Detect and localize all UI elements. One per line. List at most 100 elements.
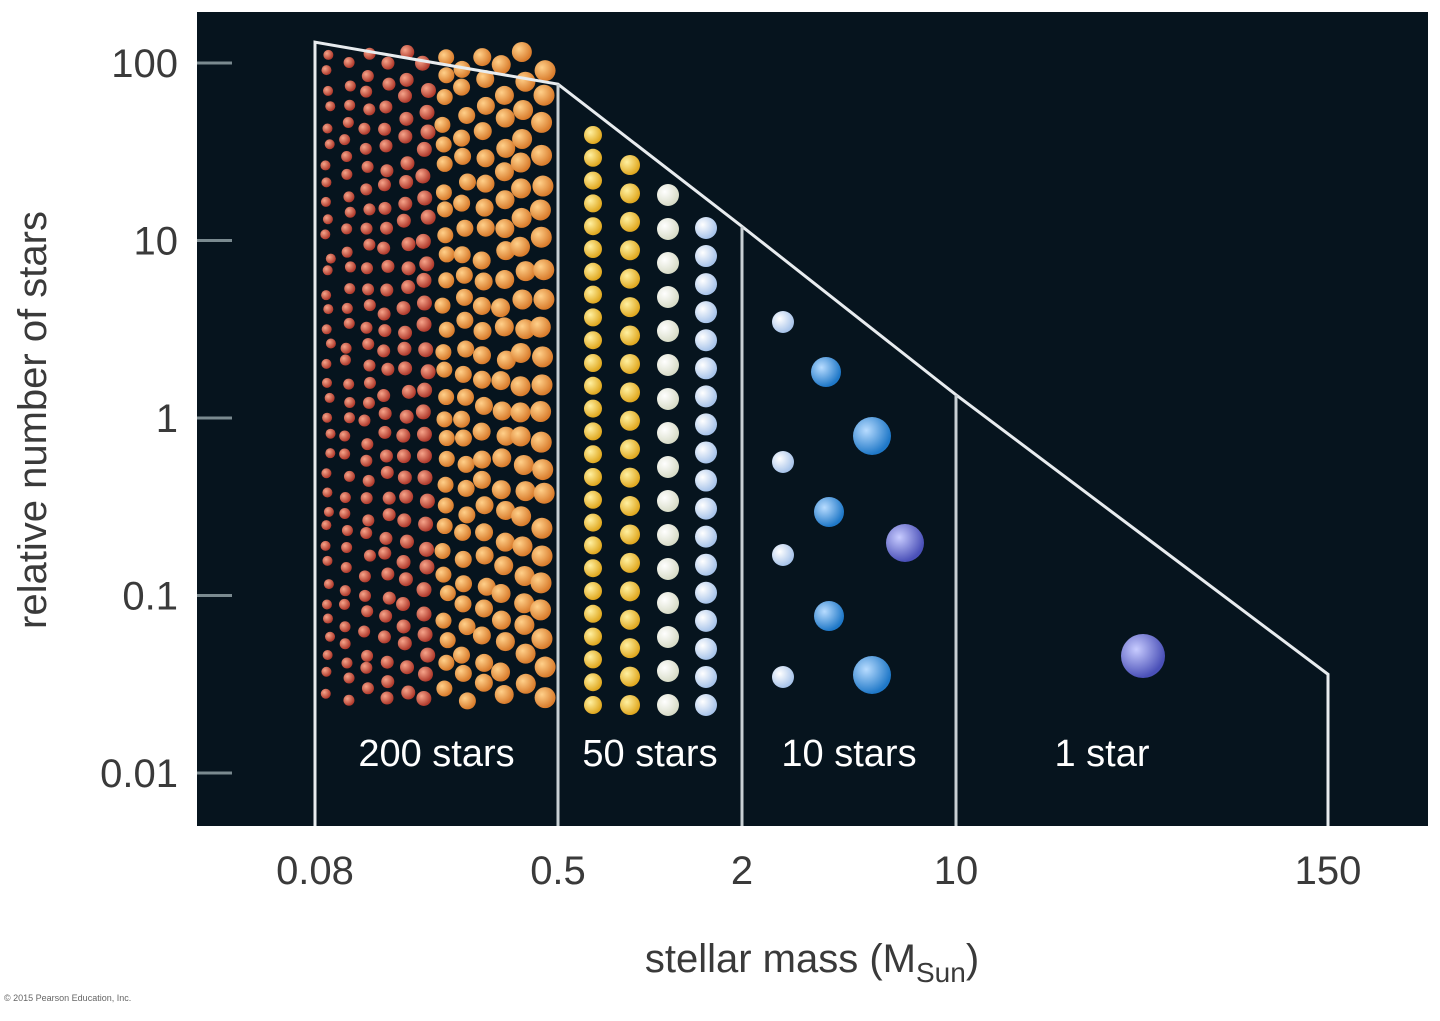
star-dot — [657, 490, 679, 512]
star-dot — [344, 261, 356, 273]
star-dot — [382, 77, 396, 91]
star-dot — [377, 389, 391, 403]
star-dot — [321, 358, 332, 369]
star-dot — [360, 527, 373, 540]
star-dot — [322, 214, 333, 225]
star-dot — [695, 665, 717, 688]
star-dot — [341, 223, 353, 235]
star-dot — [344, 396, 356, 408]
star-dot — [339, 430, 351, 442]
star-dot — [584, 627, 602, 646]
star-dot — [322, 555, 333, 566]
star-dot — [853, 417, 891, 455]
star-dot — [494, 162, 514, 182]
star-dot — [341, 302, 353, 314]
star-dot — [531, 374, 553, 396]
star-dot — [438, 272, 455, 289]
star-dot — [657, 558, 679, 580]
star-dot — [853, 656, 891, 694]
star-dot — [325, 253, 336, 264]
star-dot — [379, 609, 393, 623]
star-dot — [533, 259, 555, 281]
star-dot — [363, 549, 376, 562]
star-dot — [695, 245, 717, 268]
star-dot — [454, 595, 472, 613]
bin-label: 10 stars — [781, 733, 916, 775]
star-dot — [343, 470, 355, 482]
star-dot — [398, 88, 413, 103]
star-dot — [494, 556, 514, 576]
star-dot — [473, 450, 492, 469]
star-dot — [513, 100, 534, 121]
star-dot — [325, 428, 336, 439]
star-dot — [511, 178, 532, 199]
star-dot — [584, 285, 602, 304]
star-dot — [532, 175, 554, 197]
star-dot — [360, 492, 373, 505]
star-dot — [396, 619, 411, 634]
star-dot — [438, 321, 455, 338]
star-dot — [772, 311, 794, 333]
star-dot — [620, 240, 640, 261]
star-dot — [401, 237, 416, 252]
star-dot — [401, 261, 416, 276]
star-dot — [534, 687, 556, 709]
star-dot — [695, 329, 717, 352]
star-dot — [358, 122, 371, 135]
star-dot — [533, 84, 555, 106]
x-tick-label: 0.08 — [276, 849, 354, 893]
star-dot — [400, 660, 415, 675]
star-dot — [620, 353, 640, 374]
star-dot — [492, 448, 512, 468]
star-dot — [657, 354, 679, 376]
star-dot — [397, 470, 412, 485]
star-dot — [532, 459, 554, 481]
star-dot — [475, 198, 494, 217]
star-dot — [510, 426, 531, 447]
star-dot — [360, 222, 373, 235]
star-dot — [453, 78, 471, 96]
star-dot — [323, 579, 334, 590]
star-dot — [620, 666, 640, 687]
star-dot — [321, 666, 332, 677]
star-dot — [620, 496, 640, 517]
star-dot — [657, 320, 679, 342]
y-tick-label: 10 — [134, 220, 179, 264]
star-dot — [401, 685, 416, 700]
star-dot — [472, 626, 491, 645]
star-dot — [399, 409, 414, 424]
star-dot — [453, 129, 471, 147]
star-dot — [533, 288, 555, 310]
star-dot — [339, 448, 351, 460]
star-dot — [584, 673, 602, 692]
star-dot — [398, 325, 413, 340]
star-dot — [438, 450, 455, 467]
star-dot — [361, 70, 374, 83]
star-dot — [436, 361, 453, 378]
star-dot — [495, 532, 515, 552]
star-dot — [584, 240, 602, 258]
star-dot — [510, 342, 531, 363]
star-dot — [323, 49, 334, 60]
star-dot — [399, 72, 414, 87]
star-dot — [380, 691, 394, 705]
star-dot — [511, 41, 532, 62]
x-tick-label: 0.5 — [530, 849, 586, 893]
star-dot — [339, 507, 351, 519]
star-dot — [495, 190, 515, 210]
star-dot — [496, 138, 516, 158]
star-dot — [494, 85, 514, 105]
star-dot — [339, 492, 351, 504]
star-dot — [438, 654, 455, 671]
star-dot — [529, 316, 551, 338]
star-dot — [378, 546, 392, 560]
star-dot — [379, 100, 393, 114]
star-dot — [381, 567, 395, 581]
y-axis-label: relative number of stars — [11, 211, 55, 629]
star-dot — [496, 350, 516, 370]
star-dot — [530, 226, 552, 248]
star-dot — [341, 541, 353, 553]
star-dot — [772, 666, 794, 688]
star-dot — [657, 660, 679, 682]
star-dot — [320, 688, 331, 699]
